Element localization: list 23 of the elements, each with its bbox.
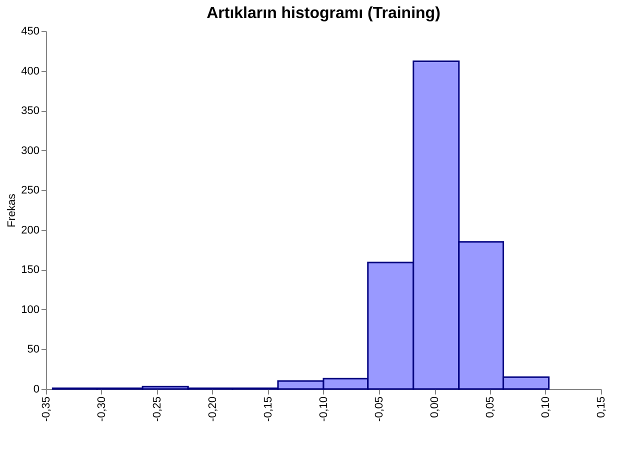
x-tick-label: 0,00 [429,396,441,418]
x-tick-label: -0,15 [262,396,274,422]
x-tick-label: -0,30 [96,396,108,422]
x-tick-label: 0,15 [596,396,608,418]
y-tick-label: 100 [21,304,40,316]
y-tick-label: 50 [27,344,40,356]
y-tick-label: 400 [21,65,40,78]
y-tick-label: 250 [21,184,40,197]
x-tick-label: 0,10 [540,396,552,418]
y-tick-label: 200 [21,224,40,236]
y-tick-label: 150 [21,264,40,276]
y-tick-label: 350 [21,105,40,118]
x-tick-label: -0,05 [374,396,386,422]
x-tick-label: -0,25 [152,396,164,422]
y-tick-label: 0 [33,384,40,396]
y-tick-label: 450 [21,26,40,38]
x-tick-label: 0,05 [484,396,496,418]
x-tick-label: -0,20 [207,396,219,422]
y-axis-title: Frekas [6,193,18,228]
x-tick-label: -0,35 [40,396,52,422]
x-tick-label: -0,10 [318,396,330,422]
chart-title: Artıkların histogramı (Training) [206,5,440,22]
y-tick-label: 300 [21,144,40,157]
